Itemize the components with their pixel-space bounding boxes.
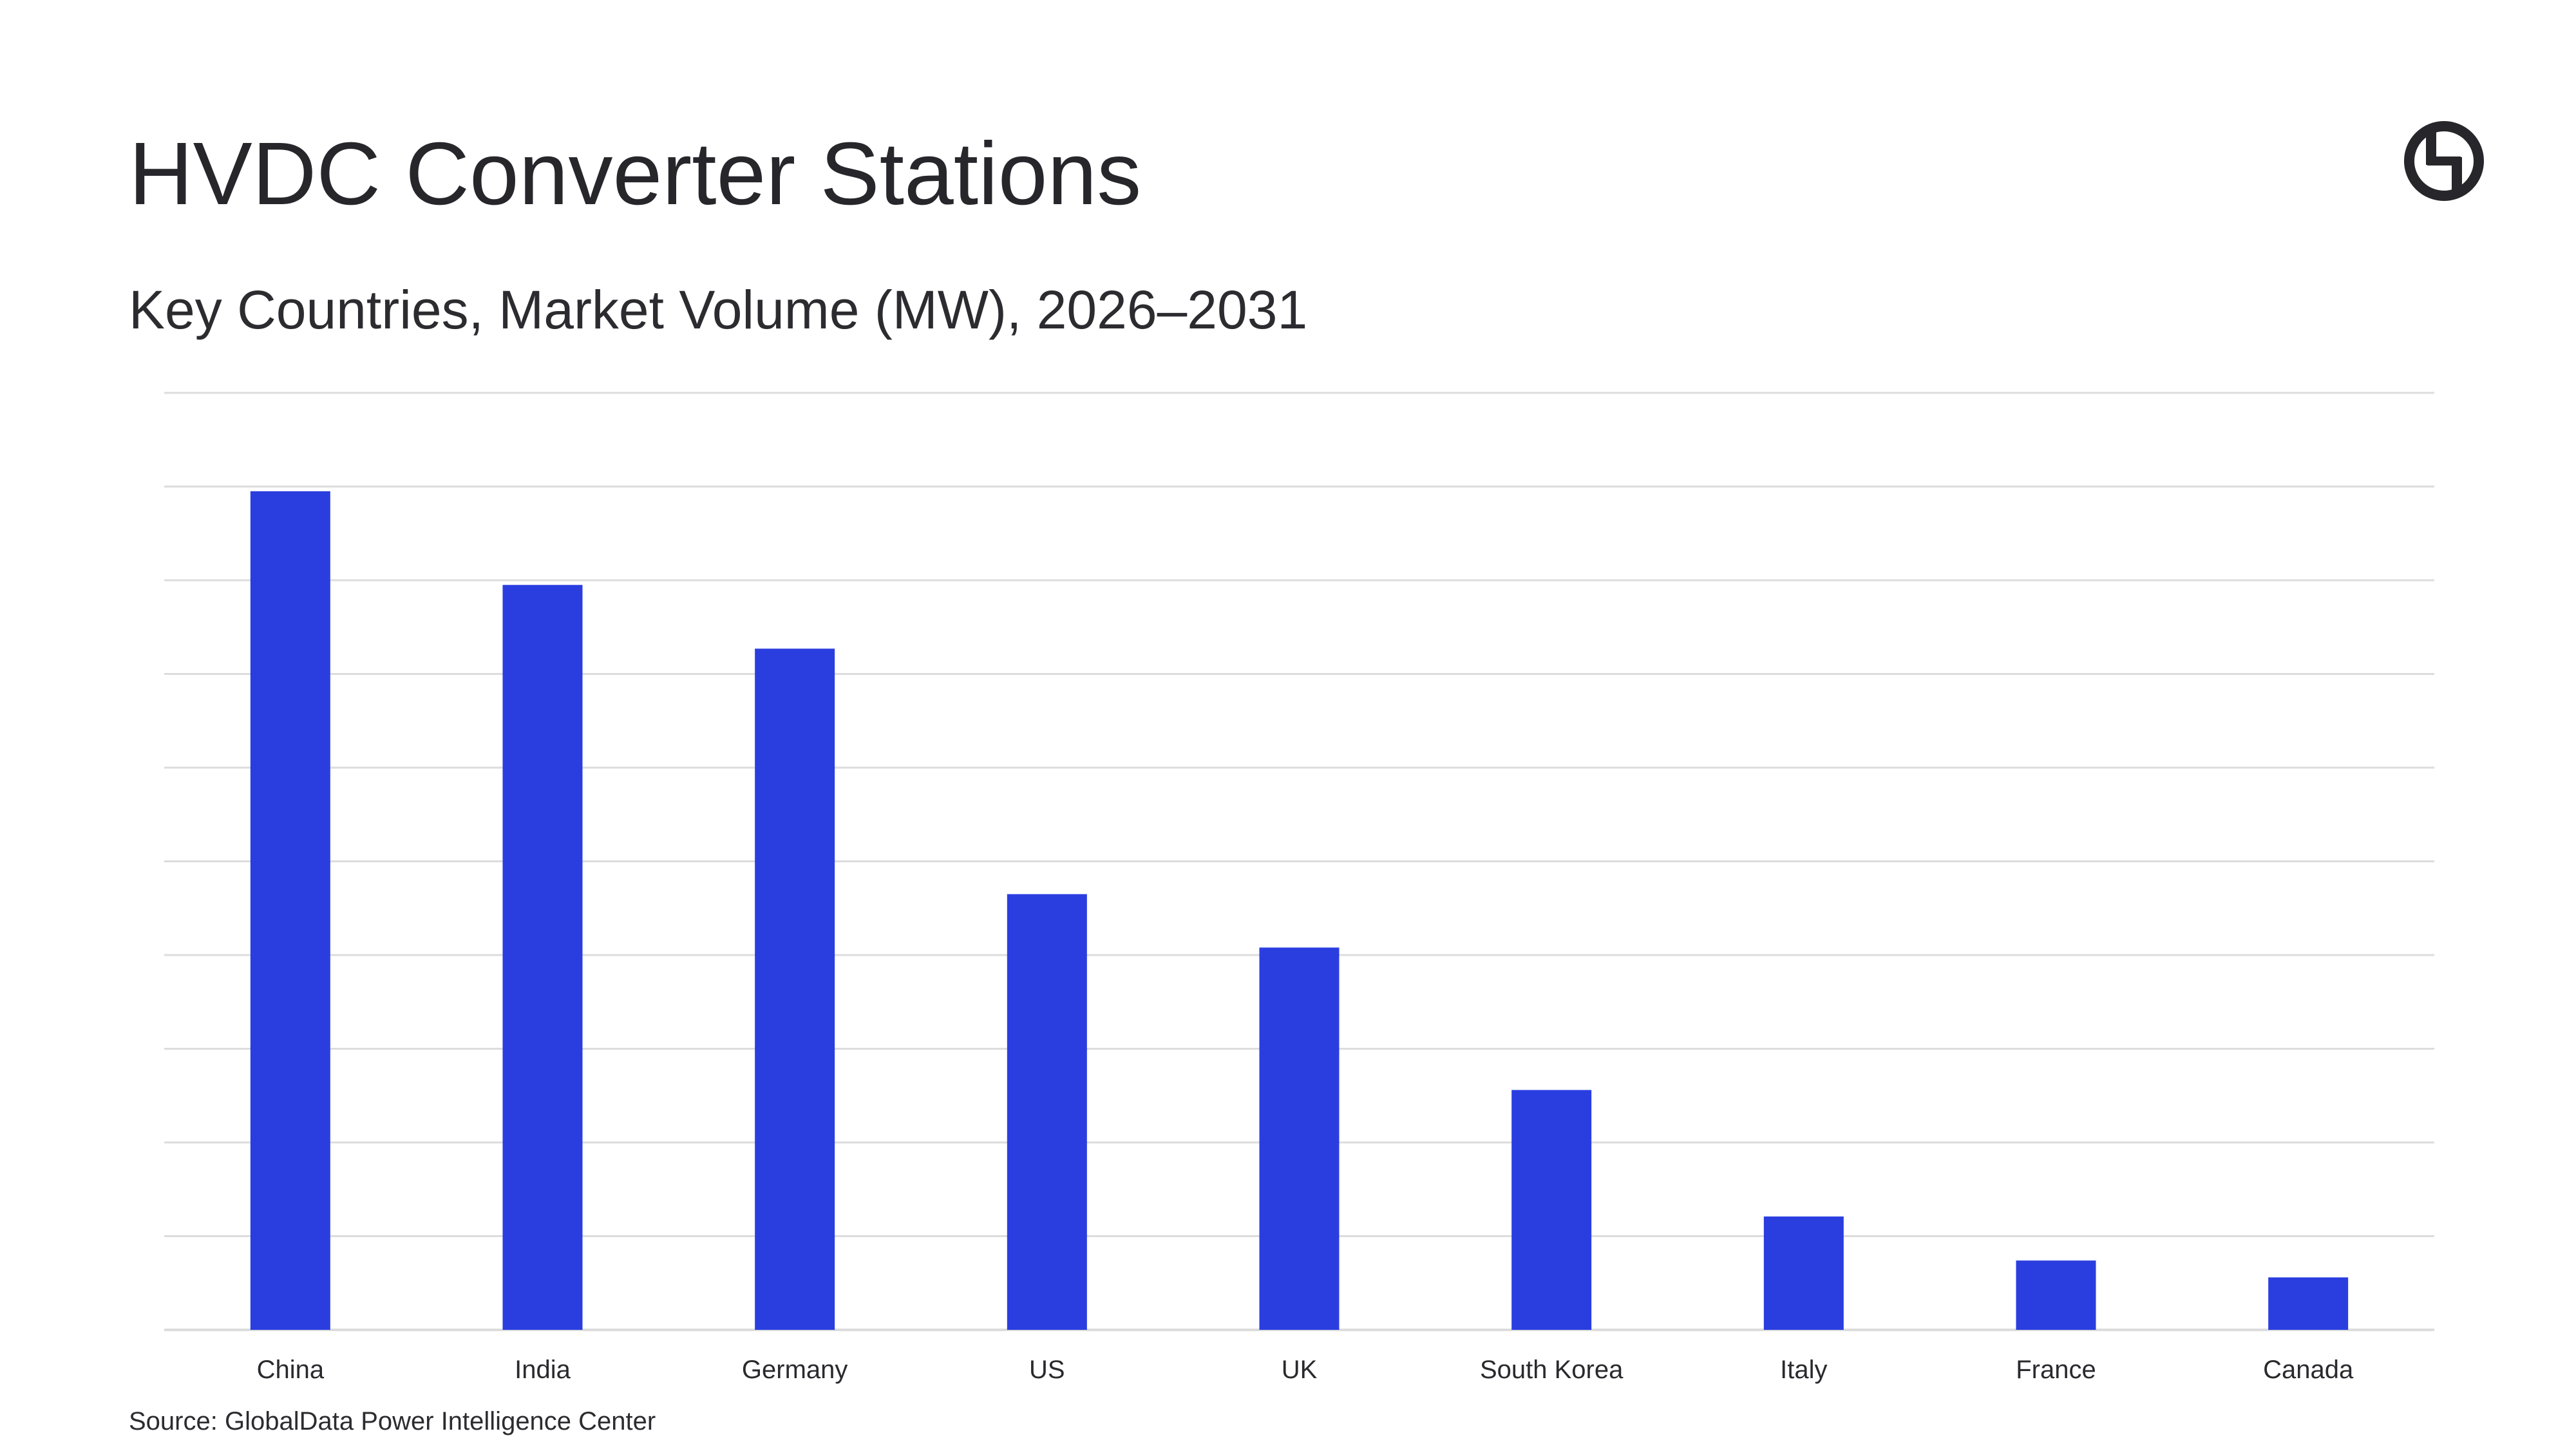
category-label: Germany bbox=[742, 1356, 848, 1384]
category-label: US bbox=[1029, 1356, 1065, 1384]
bar-uk bbox=[1259, 947, 1340, 1330]
category-labels: China India Germany US UK South Korea Italy Fra… bbox=[257, 1356, 2354, 1384]
category-label: India bbox=[515, 1356, 571, 1384]
category-label: South Korea bbox=[1480, 1356, 1624, 1384]
category-label: Italy bbox=[1780, 1356, 1827, 1384]
globaldata-logo-icon bbox=[2404, 121, 2484, 201]
bar-germany bbox=[755, 649, 835, 1330]
chart-title: HVDC Converter Stations bbox=[129, 124, 1142, 223]
bar-south-korea bbox=[1511, 1090, 1592, 1330]
bars bbox=[250, 491, 2349, 1330]
chart-subtitle: Key Countries, Market Volume (MW), 2026–… bbox=[129, 279, 1308, 340]
bar-france bbox=[2016, 1260, 2096, 1330]
source-note: Source: GlobalData Power Intelligence Ce… bbox=[129, 1407, 656, 1435]
bar-us bbox=[1007, 894, 1087, 1330]
category-label: France bbox=[2016, 1356, 2096, 1384]
bar-italy bbox=[1763, 1216, 1844, 1330]
bar-india bbox=[502, 585, 583, 1330]
bar-canada bbox=[2268, 1277, 2349, 1330]
category-label: China bbox=[257, 1356, 325, 1384]
category-label: UK bbox=[1282, 1356, 1318, 1384]
category-label: Canada bbox=[2263, 1356, 2354, 1384]
bar-china bbox=[250, 491, 330, 1330]
